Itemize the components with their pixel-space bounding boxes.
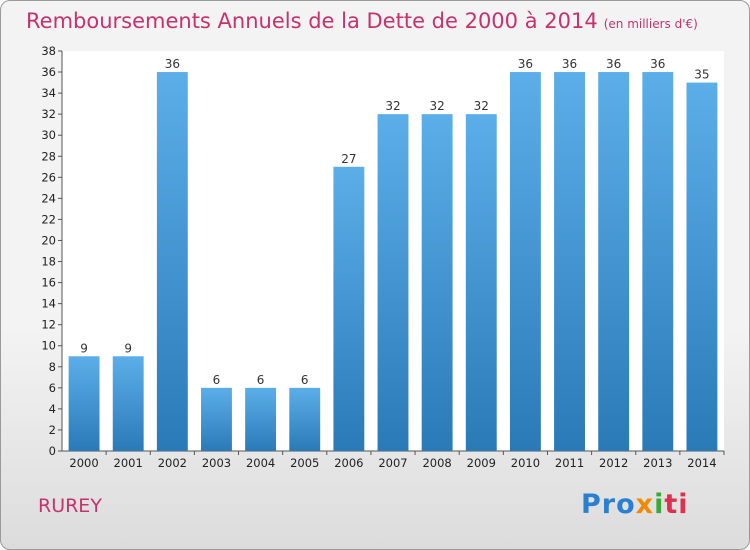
bar-value-label: 32 [474,99,489,113]
bar-value-label: 36 [606,57,621,71]
x-tick-label: 2009 [467,456,496,470]
chart-title: Remboursements Annuels de la Dette de 20… [26,9,698,33]
bar-value-label: 9 [124,341,132,355]
bar [554,72,585,451]
y-tick-label: 16 [41,276,56,290]
bar [642,72,674,451]
bar-value-label: 36 [650,57,665,71]
bar [333,166,365,451]
logo-part-4: ti [664,489,689,520]
bar-value-label: 6 [213,373,221,387]
bar [68,356,100,451]
y-tick-label: 34 [41,86,56,100]
bar-value-label: 36 [165,57,180,71]
logo-part-3: i [654,489,665,520]
x-tick-label: 2012 [599,456,628,470]
bar [156,72,188,451]
bar [686,82,718,451]
logo-part-2: x [635,489,655,520]
x-tick-label: 2006 [334,456,363,470]
bar-value-label: 32 [429,99,444,113]
x-tick-label: 2013 [643,456,672,470]
bar [509,72,541,451]
bar-value-label: 9 [80,341,88,355]
x-tick-label: 2007 [378,456,407,470]
bar-value-label: 36 [562,57,577,71]
y-tick-label: 12 [41,318,56,332]
y-tick-label: 10 [41,339,56,353]
bar [245,387,277,451]
bar-value-label: 36 [518,57,533,71]
chart-unit: (en milliers d'€) [603,17,698,31]
bar-value-label: 6 [301,373,309,387]
y-tick-label: 32 [41,107,56,121]
bar [465,114,497,451]
bar [598,72,630,451]
y-tick-label: 14 [41,297,56,311]
y-tick-label: 28 [41,149,56,163]
x-tick-label: 2001 [114,456,143,470]
y-tick-label: 26 [41,170,56,184]
bar-value-label: 32 [385,99,400,113]
y-tick-label: 24 [41,191,56,205]
x-tick-label: 2005 [290,456,319,470]
bar-value-label: 6 [257,373,265,387]
bar [112,356,144,451]
bar [201,387,232,451]
bar-value-label: 27 [341,152,356,166]
commune-name: RUREY [38,495,102,517]
x-tick-label: 2000 [69,456,98,470]
y-tick-label: 36 [41,65,56,79]
y-tick-label: 20 [41,233,56,247]
y-tick-label: 38 [41,44,56,58]
x-tick-label: 2004 [246,456,275,470]
bar-value-label: 35 [694,68,709,82]
x-tick-label: 2002 [158,456,187,470]
y-tick-label: 18 [41,255,56,269]
bar [421,114,453,451]
x-tick-label: 2011 [555,456,584,470]
x-tick-label: 2003 [202,456,231,470]
y-tick-label: 30 [41,128,56,142]
x-tick-label: 2008 [422,456,451,470]
y-tick-label: 8 [49,360,56,374]
bar [289,387,321,451]
y-tick-label: 2 [49,423,56,437]
x-tick-label: 2010 [511,456,540,470]
logo-part-1: Pro [581,489,636,520]
chart-title-text: Remboursements Annuels de la Dette de 20… [26,9,598,33]
x-tick-label: 2014 [687,456,716,470]
y-tick-label: 6 [49,381,56,395]
proxiti-logo: Proxiti [581,489,689,520]
y-tick-label: 22 [41,212,56,226]
y-tick-label: 0 [49,444,56,458]
bar [377,114,409,451]
y-tick-label: 4 [49,402,56,416]
